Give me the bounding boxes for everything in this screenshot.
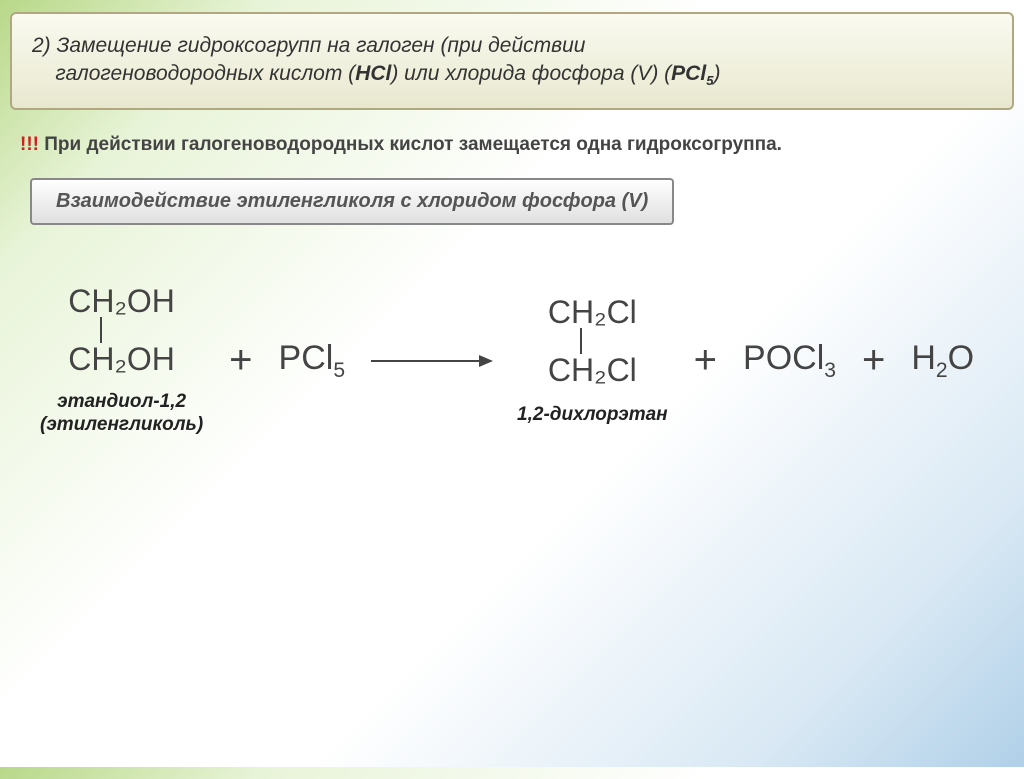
subsection-box: Взаимодействие этиленгликоля с хлоридом … xyxy=(30,178,674,225)
bond-line xyxy=(100,317,102,343)
header-box: 2) Замещение гидроксогрупп на галоген (п… xyxy=(10,12,1014,110)
pocl3-sub: 3 xyxy=(824,359,836,382)
reagent-pcl5: PCl5 xyxy=(279,339,346,383)
product-dichloroethane: CH₂Cl CH₂Cl 1,2-дихлорэтан xyxy=(517,296,668,426)
ethanediol-row2: CH₂OH xyxy=(68,343,175,375)
ethanediol-name2: (этиленгликоль) xyxy=(40,414,203,435)
bond-line-2 xyxy=(580,328,582,354)
hcl: HCl xyxy=(355,62,391,85)
dce-row2: CH₂Cl xyxy=(548,354,637,386)
warning-text: При действии галогеноводородных кислот з… xyxy=(39,134,782,155)
header-text: 2) Замещение гидроксогрупп на галоген (п… xyxy=(32,32,992,90)
ethanediol-row1: CH₂OH xyxy=(68,285,175,317)
plus-1: + xyxy=(229,338,252,383)
header-line2-a: галогеноводородных кислот ( xyxy=(55,62,355,85)
header-line2-c: ) xyxy=(713,62,720,85)
product-h2o: H2O xyxy=(911,339,974,383)
pcl5-pre: PCl xyxy=(671,62,706,85)
pocl3-pre: POCl xyxy=(743,339,824,377)
ethanediol-structure: CH₂OH CH₂OH xyxy=(68,285,175,375)
ethanediol-label: этандиол-1,2 (этиленгликоль) xyxy=(40,391,203,437)
ethanediol-name1: этандиол-1,2 xyxy=(57,391,186,412)
pcl5-text: PCl xyxy=(279,339,334,377)
warning-line: !!! При действии галогеноводородных кисл… xyxy=(20,134,1024,156)
subsection-text: Взаимодействие этиленгликоля с хлоридом … xyxy=(56,190,648,212)
h2o-o: O xyxy=(948,339,974,377)
dichloroethane-structure: CH₂Cl CH₂Cl xyxy=(548,296,637,386)
product-pocl3: POCl3 xyxy=(743,339,836,383)
plus-3: + xyxy=(862,338,885,383)
pcl5-sub2: 5 xyxy=(333,359,345,382)
dce-label: 1,2-дихлорэтан xyxy=(517,404,668,426)
header-line1: 2) Замещение гидроксогрупп на галоген (п… xyxy=(32,34,585,57)
dce-row1: CH₂Cl xyxy=(548,296,637,328)
warning-bangs: !!! xyxy=(20,134,39,155)
plus-2: + xyxy=(694,338,717,383)
chemical-equation: CH₂OH CH₂OH этандиол-1,2 (этиленгликоль)… xyxy=(40,285,1024,437)
h2o-h: H xyxy=(911,339,936,377)
h2o-2: 2 xyxy=(936,359,948,382)
header-line2-b: ) или хлорида фосфора (V) ( xyxy=(391,62,671,85)
reactant-ethanediol: CH₂OH CH₂OH этандиол-1,2 (этиленгликоль) xyxy=(40,285,203,437)
reaction-arrow xyxy=(371,360,491,362)
